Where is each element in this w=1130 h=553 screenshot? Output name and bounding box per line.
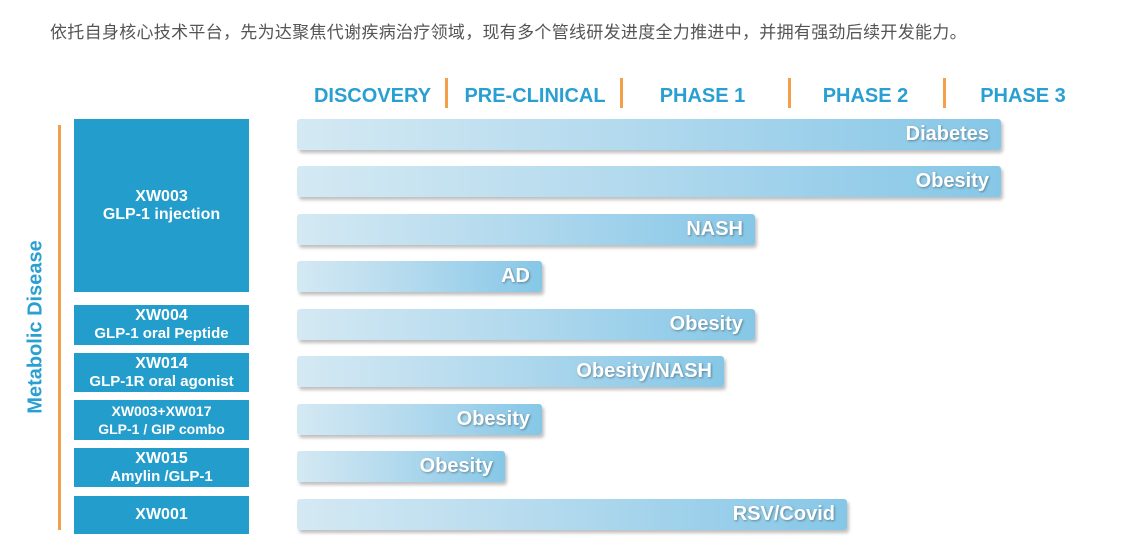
program-box-xw003: XW003 GLP-1 injection bbox=[74, 119, 249, 292]
phase-separator bbox=[445, 78, 448, 108]
category-divider bbox=[58, 125, 61, 530]
phase-header-preclinical: PRE-CLINICAL bbox=[464, 85, 606, 107]
program-name: XW003+XW017 bbox=[111, 403, 212, 419]
program-subtitle: Amylin /GLP-1 bbox=[110, 467, 213, 485]
program-name: XW004 bbox=[135, 307, 188, 324]
phase-separator bbox=[788, 78, 791, 108]
progress-bar-xw003-xw017-obesity: Obesity bbox=[297, 404, 542, 435]
program-name: XW001 bbox=[135, 506, 188, 523]
program-box-xw001: XW001 bbox=[74, 496, 249, 534]
program-box-xw003-xw017: XW003+XW017 GLP-1 / GIP combo bbox=[74, 400, 249, 440]
program-box-xw015: XW015 Amylin /GLP-1 bbox=[74, 448, 249, 487]
phase-header-phase2: PHASE 2 bbox=[822, 85, 909, 107]
program-subtitle: GLP-1 oral Peptide bbox=[94, 325, 229, 342]
progress-bar-xw014-obesity-nash: Obesity/NASH bbox=[297, 356, 724, 387]
progress-bar-xw004-obesity: Obesity bbox=[297, 309, 755, 340]
progress-bar-xw001-rsv-covid: RSV/Covid bbox=[297, 499, 847, 530]
progress-bar-xw003-obesity: Obesity bbox=[297, 166, 1001, 197]
program-subtitle: GLP-1 injection bbox=[102, 205, 221, 223]
phase-separator bbox=[943, 78, 946, 108]
progress-bar-xw003-diabetes: Diabetes bbox=[297, 119, 1001, 150]
phase-header-phase3: PHASE 3 bbox=[980, 85, 1066, 107]
program-name: XW003 bbox=[135, 187, 188, 205]
program-box-xw004: XW004 GLP-1 oral Peptide bbox=[74, 305, 249, 345]
phase-separator bbox=[620, 78, 623, 108]
program-name: XW014 bbox=[135, 354, 188, 372]
progress-bar-xw003-ad: AD bbox=[297, 261, 542, 292]
phase-header-phase1: PHASE 1 bbox=[659, 85, 746, 107]
phase-header-discovery: DISCOVERY bbox=[313, 85, 432, 107]
progress-bar-xw003-nash: NASH bbox=[297, 214, 755, 245]
intro-text: 依托自身核心技术平台，先为达聚焦代谢疾病治疗领域，现有多个管线研发进度全力推进中… bbox=[50, 23, 967, 43]
program-subtitle: GLP-1R oral agonist bbox=[89, 372, 234, 390]
program-subtitle: GLP-1 / GIP combo bbox=[98, 421, 225, 437]
program-name: XW015 bbox=[135, 449, 188, 467]
program-box-xw014: XW014 GLP-1R oral agonist bbox=[74, 353, 249, 392]
progress-bar-xw015-obesity: Obesity bbox=[297, 451, 505, 482]
